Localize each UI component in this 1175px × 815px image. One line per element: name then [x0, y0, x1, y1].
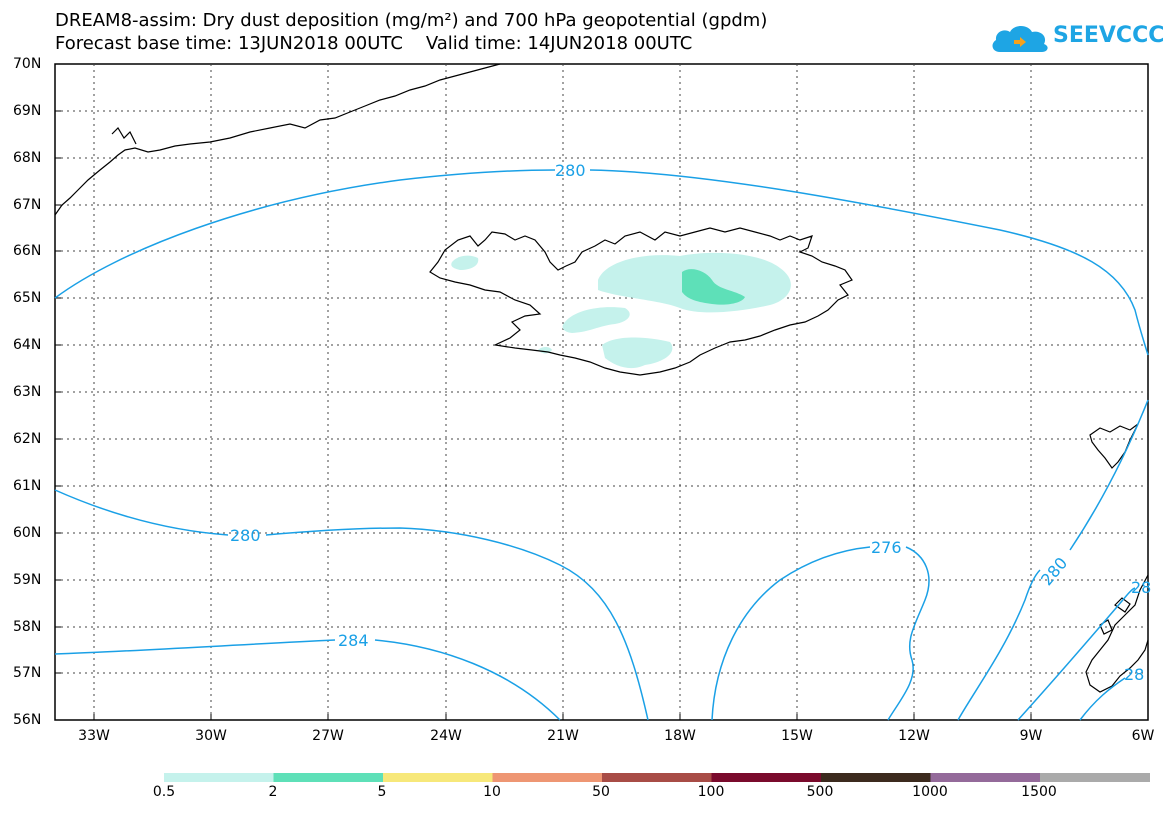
lon-label: 18W — [664, 728, 696, 744]
contour-280-east — [957, 399, 1149, 721]
lat-label: 65N — [13, 290, 42, 306]
contour-276 — [711, 546, 930, 721]
lon-label: 6W — [1131, 728, 1155, 744]
colorbar-label: 2 — [268, 784, 278, 800]
lon-label: 9W — [1019, 728, 1043, 744]
colorbar-label: 5 — [377, 784, 387, 800]
lat-label: 60N — [13, 525, 42, 541]
colorbar-swatch — [711, 773, 822, 782]
lat-label: 56N — [13, 712, 42, 728]
contour-label: 284 — [338, 631, 369, 650]
colorbar-swatch — [930, 773, 1041, 782]
deposition-area-mid — [682, 269, 745, 305]
lon-label: 24W — [430, 728, 462, 744]
lat-label: 59N — [13, 572, 42, 588]
lat-label: 66N — [13, 243, 42, 259]
colorbar — [164, 773, 1150, 782]
colorbar-label: 500 — [806, 784, 834, 800]
colorbar-swatch — [821, 773, 931, 782]
deposition-area-low — [451, 255, 479, 270]
colorbar-swatch — [383, 773, 493, 782]
deposition-area-low — [602, 337, 673, 369]
scotland-coastline — [1085, 574, 1149, 693]
seevccc-logo — [992, 26, 1048, 52]
lat-label: 69N — [13, 103, 42, 119]
tick-marks — [55, 110, 1032, 720]
lat-label: 64N — [13, 337, 42, 353]
lon-label: 30W — [195, 728, 227, 744]
greenland-coastline — [54, 63, 501, 216]
lat-label: 63N — [13, 384, 42, 400]
lon-label: 21W — [547, 728, 579, 744]
contour-label: 28 — [1131, 578, 1151, 597]
colorbar-label: 10 — [483, 784, 501, 800]
lon-label: 15W — [781, 728, 813, 744]
colorbar-swatch — [602, 773, 712, 782]
colorbar-label: 1000 — [912, 784, 948, 800]
lat-label: 61N — [13, 478, 42, 494]
lat-label: 68N — [13, 150, 42, 166]
colorbar-swatch — [1040, 773, 1150, 782]
lat-label: 62N — [13, 431, 42, 447]
scotland-islands — [1099, 597, 1131, 635]
lat-label: 58N — [13, 619, 42, 635]
colorbar-label: 1500 — [1021, 784, 1057, 800]
colorbar-label: 0.5 — [152, 784, 176, 800]
chart-title: DREAM8-assim: Dry dust deposition (mg/m²… — [55, 10, 768, 31]
iceland-coastline — [429, 227, 853, 376]
logo-text: SEEVCCC — [1053, 23, 1165, 48]
contour-label: 276 — [871, 538, 902, 557]
contour-label: 280 — [230, 526, 261, 545]
deposition-area-low — [562, 307, 630, 333]
lon-label: 27W — [312, 728, 344, 744]
lat-label: 70N — [13, 56, 42, 72]
contour-280-south — [54, 489, 649, 721]
cloud-icon — [992, 26, 1048, 52]
contour-284 — [54, 639, 561, 721]
lat-label: 57N — [13, 665, 42, 681]
geopotential-contours — [54, 169, 1149, 721]
colorbar-swatch — [164, 773, 274, 782]
contour-28x-east-b — [1079, 677, 1126, 721]
lon-label: 33W — [78, 728, 110, 744]
greenland-inlet — [111, 127, 137, 145]
lat-label: 67N — [13, 197, 42, 213]
dust-deposition-shading — [451, 252, 791, 369]
contour-label: 28 — [1124, 665, 1144, 684]
gridlines — [55, 64, 1148, 720]
colorbar-swatch — [273, 773, 384, 782]
contour-label: 280 — [555, 161, 586, 180]
contour-280-north — [54, 169, 1149, 356]
colorbar-label: 50 — [592, 784, 610, 800]
colorbar-label: 100 — [697, 784, 725, 800]
contour-28x-east-a — [1017, 587, 1136, 721]
colorbar-swatch — [492, 773, 603, 782]
chart-subtitle: Forecast base time: 13JUN2018 00UTC Vali… — [55, 33, 693, 54]
lon-label: 12W — [898, 728, 930, 744]
